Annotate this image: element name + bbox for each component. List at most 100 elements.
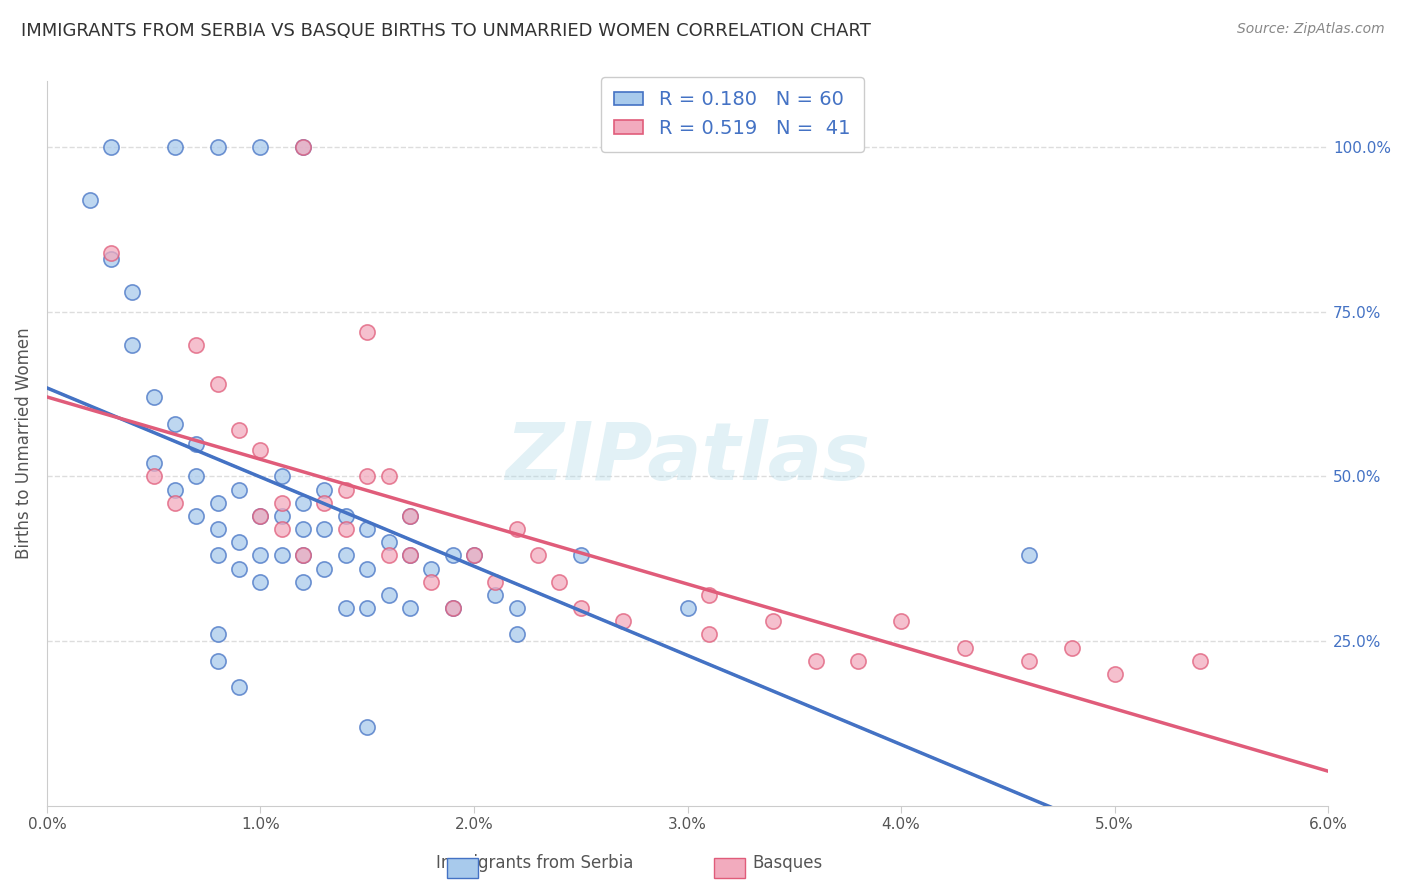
Point xyxy=(484,574,506,589)
Point xyxy=(79,193,101,207)
Point xyxy=(292,496,315,510)
Point xyxy=(270,496,292,510)
Text: IMMIGRANTS FROM SERBIA VS BASQUE BIRTHS TO UNMARRIED WOMEN CORRELATION CHART: IMMIGRANTS FROM SERBIA VS BASQUE BIRTHS … xyxy=(21,22,870,40)
Point xyxy=(377,469,399,483)
Point xyxy=(292,522,315,536)
Point xyxy=(356,561,378,575)
Point xyxy=(569,549,592,563)
Point xyxy=(399,508,422,523)
Point xyxy=(569,601,592,615)
Point xyxy=(612,614,634,628)
Point xyxy=(377,535,399,549)
Point xyxy=(1104,667,1126,681)
Point xyxy=(186,508,208,523)
Point xyxy=(270,522,292,536)
Text: Basques: Basques xyxy=(752,855,823,872)
Point xyxy=(399,549,422,563)
Point xyxy=(463,549,485,563)
Point xyxy=(142,391,165,405)
Point xyxy=(292,549,315,563)
Point xyxy=(463,549,485,563)
Point xyxy=(292,549,315,563)
Point xyxy=(249,508,271,523)
Point xyxy=(228,561,250,575)
Point xyxy=(676,601,699,615)
Point xyxy=(249,574,271,589)
Point xyxy=(207,140,229,154)
Point xyxy=(163,496,186,510)
Point xyxy=(207,496,229,510)
Point xyxy=(163,483,186,497)
Point xyxy=(142,469,165,483)
Point xyxy=(270,469,292,483)
Point xyxy=(441,601,464,615)
Point xyxy=(1018,549,1040,563)
Point xyxy=(335,549,357,563)
Point xyxy=(484,588,506,602)
Point xyxy=(270,508,292,523)
Point xyxy=(207,549,229,563)
Y-axis label: Births to Unmarried Women: Births to Unmarried Women xyxy=(15,327,32,559)
Point xyxy=(356,720,378,734)
Point xyxy=(207,522,229,536)
Point xyxy=(121,338,143,352)
Point xyxy=(100,140,122,154)
Point xyxy=(1018,654,1040,668)
Point xyxy=(335,522,357,536)
Point xyxy=(953,640,976,655)
Point xyxy=(228,483,250,497)
Point xyxy=(335,508,357,523)
Point xyxy=(314,561,336,575)
Point xyxy=(890,614,912,628)
Point xyxy=(356,601,378,615)
Point xyxy=(441,549,464,563)
Point xyxy=(207,654,229,668)
Point xyxy=(207,377,229,392)
Point xyxy=(249,508,271,523)
Point xyxy=(100,252,122,267)
Point xyxy=(420,574,443,589)
Point xyxy=(399,508,422,523)
Point xyxy=(1060,640,1083,655)
Point xyxy=(121,285,143,299)
Point xyxy=(292,140,315,154)
Point xyxy=(292,574,315,589)
Point xyxy=(356,522,378,536)
Point xyxy=(100,245,122,260)
Legend: R = 0.180   N = 60, R = 0.519   N =  41: R = 0.180 N = 60, R = 0.519 N = 41 xyxy=(600,77,865,152)
Point xyxy=(186,436,208,450)
Point xyxy=(314,496,336,510)
Point xyxy=(356,469,378,483)
Point xyxy=(697,627,720,641)
Point xyxy=(228,680,250,694)
Point xyxy=(228,423,250,437)
Point xyxy=(270,549,292,563)
Point xyxy=(505,522,527,536)
Point xyxy=(1188,654,1211,668)
Point xyxy=(249,443,271,458)
Point xyxy=(505,601,527,615)
Point xyxy=(249,549,271,563)
Point xyxy=(228,535,250,549)
Point xyxy=(142,456,165,470)
Point xyxy=(207,627,229,641)
Point xyxy=(441,601,464,615)
Point xyxy=(548,574,571,589)
Point xyxy=(292,140,315,154)
Point xyxy=(846,654,869,668)
Point xyxy=(335,483,357,497)
Point xyxy=(399,549,422,563)
Text: ZIPatlas: ZIPatlas xyxy=(505,419,870,497)
Point xyxy=(335,601,357,615)
Point xyxy=(377,588,399,602)
Point xyxy=(356,325,378,339)
Text: Immigrants from Serbia: Immigrants from Serbia xyxy=(436,855,633,872)
Point xyxy=(527,549,550,563)
Point xyxy=(163,140,186,154)
Point xyxy=(314,522,336,536)
Point xyxy=(399,601,422,615)
Point xyxy=(697,588,720,602)
Point xyxy=(804,654,827,668)
Text: Source: ZipAtlas.com: Source: ZipAtlas.com xyxy=(1237,22,1385,37)
Point xyxy=(249,140,271,154)
